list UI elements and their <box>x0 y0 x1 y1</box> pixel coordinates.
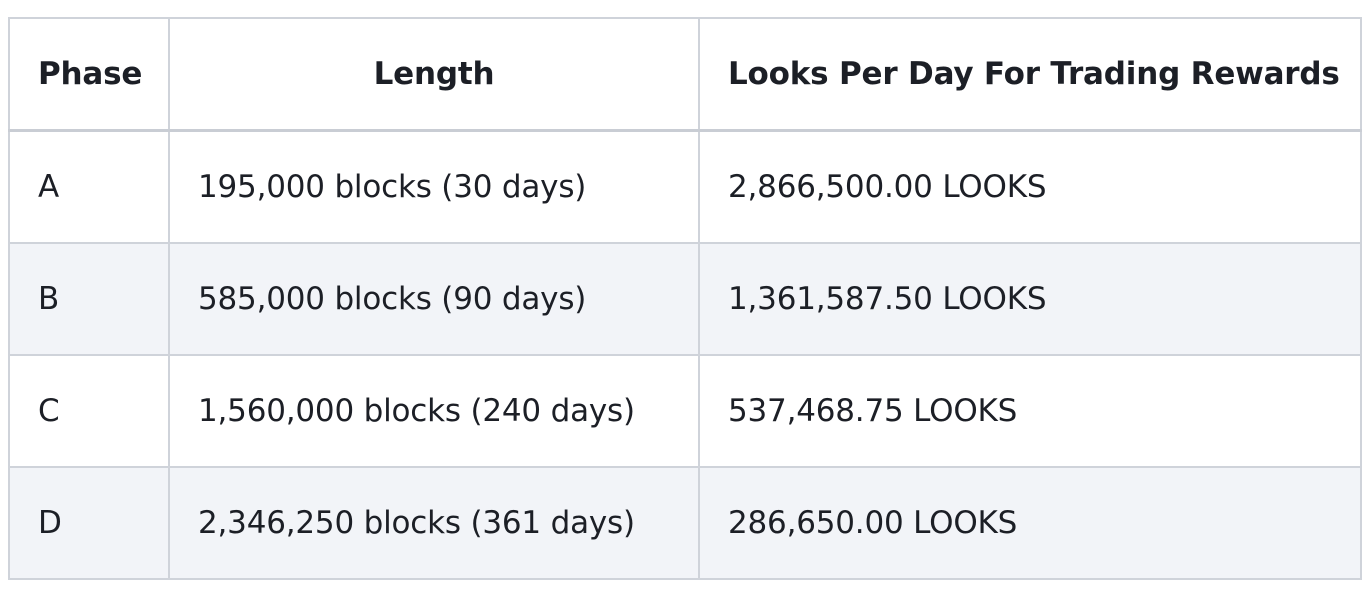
header-length: Length <box>168 17 700 132</box>
rewards-table: Phase Length Looks Per Day For Trading R… <box>8 17 1362 580</box>
cell-looks-per-day: 2,866,500.00 LOOKS <box>698 129 1362 244</box>
header-looks-per-day: Looks Per Day For Trading Rewards <box>698 17 1362 132</box>
cell-looks-per-day: 286,650.00 LOOKS <box>698 466 1362 580</box>
header-phase: Phase <box>8 17 170 132</box>
cell-phase: B <box>8 242 170 356</box>
table-header: Phase Length Looks Per Day For Trading R… <box>8 17 1362 132</box>
table-row: D 2,346,250 blocks (361 days) 286,650.00… <box>8 466 1362 580</box>
cell-phase: D <box>8 466 170 580</box>
table-row: C 1,560,000 blocks (240 days) 537,468.75… <box>8 354 1362 468</box>
table-row: A 195,000 blocks (30 days) 2,866,500.00 … <box>8 129 1362 244</box>
cell-length: 1,560,000 blocks (240 days) <box>168 354 700 468</box>
cell-length: 195,000 blocks (30 days) <box>168 129 700 244</box>
cell-looks-per-day: 537,468.75 LOOKS <box>698 354 1362 468</box>
cell-looks-per-day: 1,361,587.50 LOOKS <box>698 242 1362 356</box>
header-row: Phase Length Looks Per Day For Trading R… <box>8 17 1362 132</box>
cell-length: 2,346,250 blocks (361 days) <box>168 466 700 580</box>
cell-phase: A <box>8 129 170 244</box>
table-row: B 585,000 blocks (90 days) 1,361,587.50 … <box>8 242 1362 356</box>
table-body: A 195,000 blocks (30 days) 2,866,500.00 … <box>8 129 1362 580</box>
cell-phase: C <box>8 354 170 468</box>
cell-length: 585,000 blocks (90 days) <box>168 242 700 356</box>
rewards-table-container: Phase Length Looks Per Day For Trading R… <box>8 17 1362 580</box>
